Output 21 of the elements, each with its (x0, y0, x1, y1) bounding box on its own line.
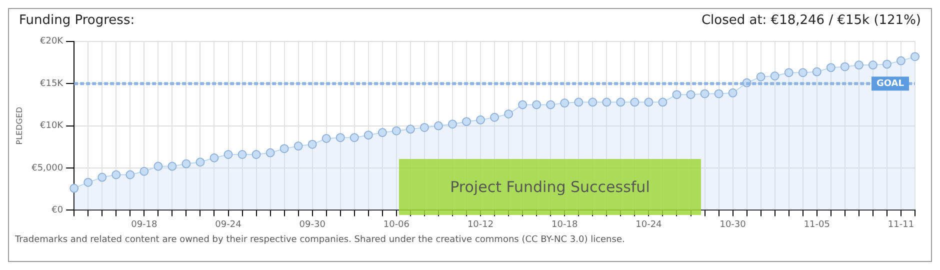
x-tick-label: 11-11 (888, 220, 914, 230)
x-tick-label: 09-24 (215, 220, 242, 230)
x-tick-label: 09-18 (131, 220, 158, 230)
x-tick-label: 10-18 (552, 220, 578, 230)
ref-line-label: GOAL (876, 78, 904, 89)
x-tick-label: 10-12 (467, 220, 494, 230)
y-tick-label: €10K (40, 121, 64, 132)
y-tick-label: €20K (40, 36, 64, 47)
y-axis-title: PLEDGED (14, 106, 24, 145)
chart-subtitle: Closed at: €18,246 / €15k (121%) (701, 13, 921, 30)
y-tick-label: €5,000 (32, 163, 64, 174)
x-tick-label: 10-24 (636, 220, 662, 230)
chart-title: Funding Progress: (19, 13, 135, 30)
y-tick-label: €0 (52, 206, 64, 216)
x-tick-label: 09-30 (299, 220, 326, 230)
y-tick-label: €15K (40, 78, 64, 89)
x-tick-label: 10-30 (720, 220, 746, 230)
x-tick-label: 10-06 (383, 220, 410, 230)
text: Trademarks and related content are owned by their respective companies. Shared under the creative commons (CC BY-NC 3.0) license. (14, 234, 626, 247)
x-tick-label: 11-05 (804, 220, 830, 230)
success-banner: Project Funding Successful (399, 159, 701, 215)
